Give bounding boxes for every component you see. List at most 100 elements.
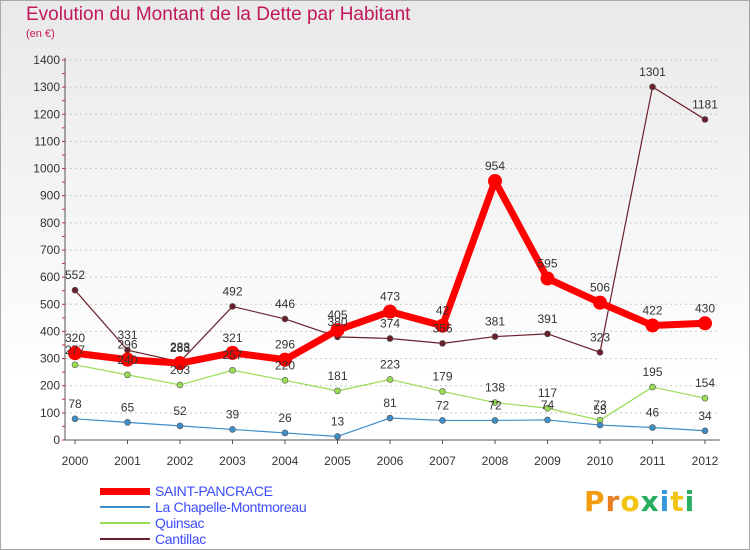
data-point	[593, 295, 607, 310]
data-point	[334, 387, 341, 395]
data-label: 154	[695, 376, 715, 390]
data-point	[698, 316, 712, 331]
data-point	[124, 419, 131, 426]
data-point	[383, 304, 397, 319]
data-point	[386, 335, 394, 342]
data-label: 422	[642, 303, 662, 317]
data-label: 73	[593, 398, 607, 412]
data-point	[229, 366, 236, 374]
data-label: 331	[117, 328, 137, 342]
legend-label: La Chapelle-Montmoreau	[155, 499, 307, 515]
y-tick-label: 1200	[33, 107, 60, 121]
logo-letter: r	[605, 485, 621, 518]
x-tick-label: 2012	[692, 454, 719, 468]
y-tick-label: 700	[40, 243, 60, 257]
logo-letter: i	[684, 485, 696, 518]
y-tick-label: 800	[40, 216, 60, 230]
data-label: 26	[278, 411, 292, 425]
logo-letter: t	[670, 485, 685, 518]
data-point	[68, 346, 82, 361]
data-point	[124, 371, 131, 379]
chart-title: Evolution du Montant de la Dette par Hab…	[26, 4, 411, 25]
data-point	[491, 399, 499, 406]
data-label: 203	[170, 363, 190, 377]
data-point	[173, 356, 187, 371]
data-point	[334, 433, 341, 440]
logo-letter: P	[584, 485, 606, 518]
data-label: 277	[65, 343, 85, 357]
legend-swatch	[100, 538, 150, 540]
data-label: 179	[432, 369, 452, 383]
data-label: 506	[590, 281, 610, 295]
y-tick-label: 500	[40, 297, 60, 311]
data-point	[649, 383, 656, 391]
data-label: 381	[485, 315, 505, 329]
data-point	[386, 376, 394, 383]
data-label: 283	[170, 341, 190, 355]
data-point	[439, 340, 446, 347]
data-point	[544, 416, 551, 424]
proxiti-logo: Proxiti	[584, 485, 695, 518]
data-point	[701, 427, 709, 435]
data-label: 65	[121, 400, 135, 414]
data-label: 117	[538, 386, 557, 400]
data-point	[491, 333, 499, 340]
data-label: 257	[222, 348, 242, 362]
data-label: 446	[275, 297, 295, 311]
data-point	[439, 388, 446, 395]
logo-letter: x	[640, 485, 660, 518]
data-label: 34	[698, 409, 712, 423]
data-label: 380	[327, 315, 347, 329]
data-label: 81	[383, 396, 397, 410]
data-label: 220	[275, 358, 295, 372]
data-point	[435, 318, 450, 333]
data-label: 954	[485, 159, 505, 173]
x-tick-label: 2000	[62, 454, 89, 468]
y-tick-label: 100	[40, 406, 60, 420]
logo-letter: o	[620, 485, 641, 518]
data-point	[544, 404, 551, 412]
data-point	[281, 315, 289, 323]
data-label: 405	[327, 308, 347, 322]
data-point	[176, 381, 184, 389]
y-tick-label: 300	[40, 352, 60, 366]
data-label: 1181	[692, 97, 718, 111]
data-label: 72	[488, 398, 502, 412]
data-point	[225, 345, 240, 360]
data-label: 430	[695, 301, 715, 315]
data-label: 138	[485, 381, 505, 395]
data-label: 321	[222, 331, 242, 345]
data-label: 492	[222, 284, 242, 298]
data-label: 55	[593, 403, 607, 417]
legend-swatch	[100, 506, 150, 508]
x-tick-label: 2007	[429, 454, 456, 468]
y-tick-label: 200	[40, 379, 60, 393]
x-tick-label: 2001	[114, 454, 141, 468]
data-point	[544, 330, 551, 338]
data-label: 552	[65, 268, 85, 282]
data-label: 46	[646, 406, 660, 420]
data-label: 356	[432, 321, 452, 335]
y-tick-label: 1400	[33, 53, 60, 67]
data-label: 223	[380, 357, 400, 371]
chart-subtitle: (en €)	[26, 28, 55, 40]
data-point	[278, 352, 292, 367]
data-point	[701, 394, 709, 402]
y-tick-label: 0	[53, 433, 60, 447]
data-label: 39	[226, 407, 240, 421]
data-label: 473	[380, 290, 400, 304]
data-point	[229, 426, 236, 433]
data-label: 391	[537, 312, 557, 326]
x-tick-label: 2008	[482, 454, 509, 468]
x-tick-label: 2009	[534, 454, 561, 468]
data-point	[229, 303, 236, 310]
data-label: 296	[117, 338, 137, 352]
legend-swatch	[100, 488, 150, 495]
data-label: 195	[642, 365, 662, 379]
data-point	[645, 318, 660, 333]
data-point	[649, 83, 656, 91]
data-label: 320	[65, 331, 85, 345]
data-point	[596, 421, 604, 429]
